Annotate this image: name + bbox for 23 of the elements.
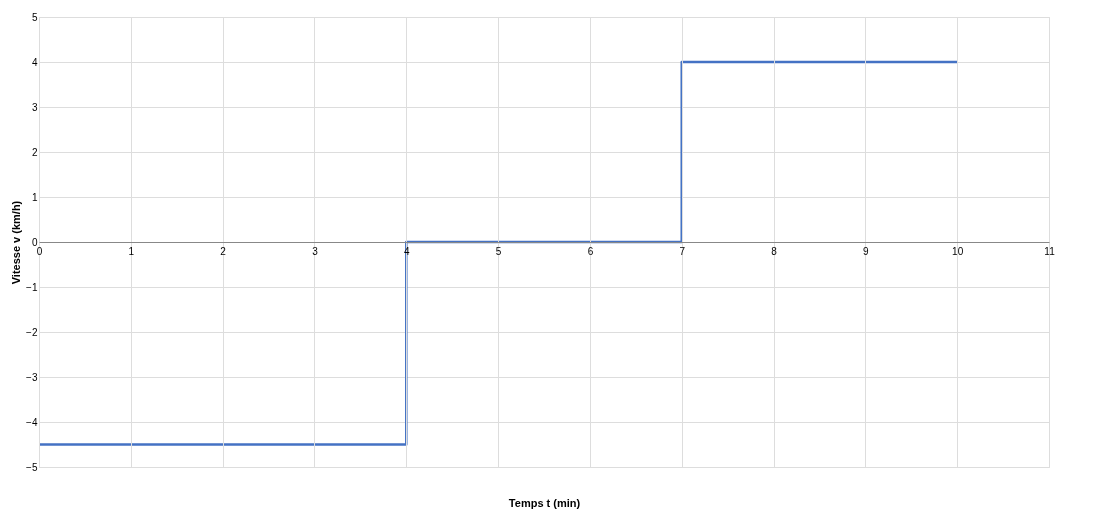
x-tick-label: 5 bbox=[495, 245, 502, 257]
y-tick-label: −4 bbox=[26, 416, 38, 428]
x-tick-label: 6 bbox=[587, 245, 594, 257]
x-tick-label: 10 bbox=[952, 245, 964, 257]
x-tick-label: 7 bbox=[679, 245, 686, 257]
y-tick-label: 0 bbox=[31, 236, 38, 248]
x-axis-title: Temps t (min) bbox=[508, 496, 581, 509]
y-tick-label: 5 bbox=[31, 11, 38, 23]
x-tick-label: 2 bbox=[220, 245, 227, 257]
x-tick-label: 8 bbox=[771, 245, 778, 257]
y-tick-label: 1 bbox=[31, 191, 38, 203]
x-tick-label: 11 bbox=[1044, 245, 1056, 257]
x-tick-label: 9 bbox=[863, 245, 870, 257]
y-tick-label: −3 bbox=[26, 371, 38, 383]
y-tick-label: −1 bbox=[26, 281, 38, 293]
y-tick-label: −2 bbox=[26, 326, 38, 338]
y-tick-label: −5 bbox=[26, 461, 38, 473]
x-tick-label: 3 bbox=[312, 245, 319, 257]
y-axis-title: Vitesse v (km/h) bbox=[10, 200, 23, 285]
y-tick-label: 3 bbox=[31, 101, 38, 113]
y-tick-label: 2 bbox=[31, 146, 38, 158]
y-tick-label: 4 bbox=[31, 56, 38, 68]
x-tick-label: 1 bbox=[128, 245, 135, 257]
